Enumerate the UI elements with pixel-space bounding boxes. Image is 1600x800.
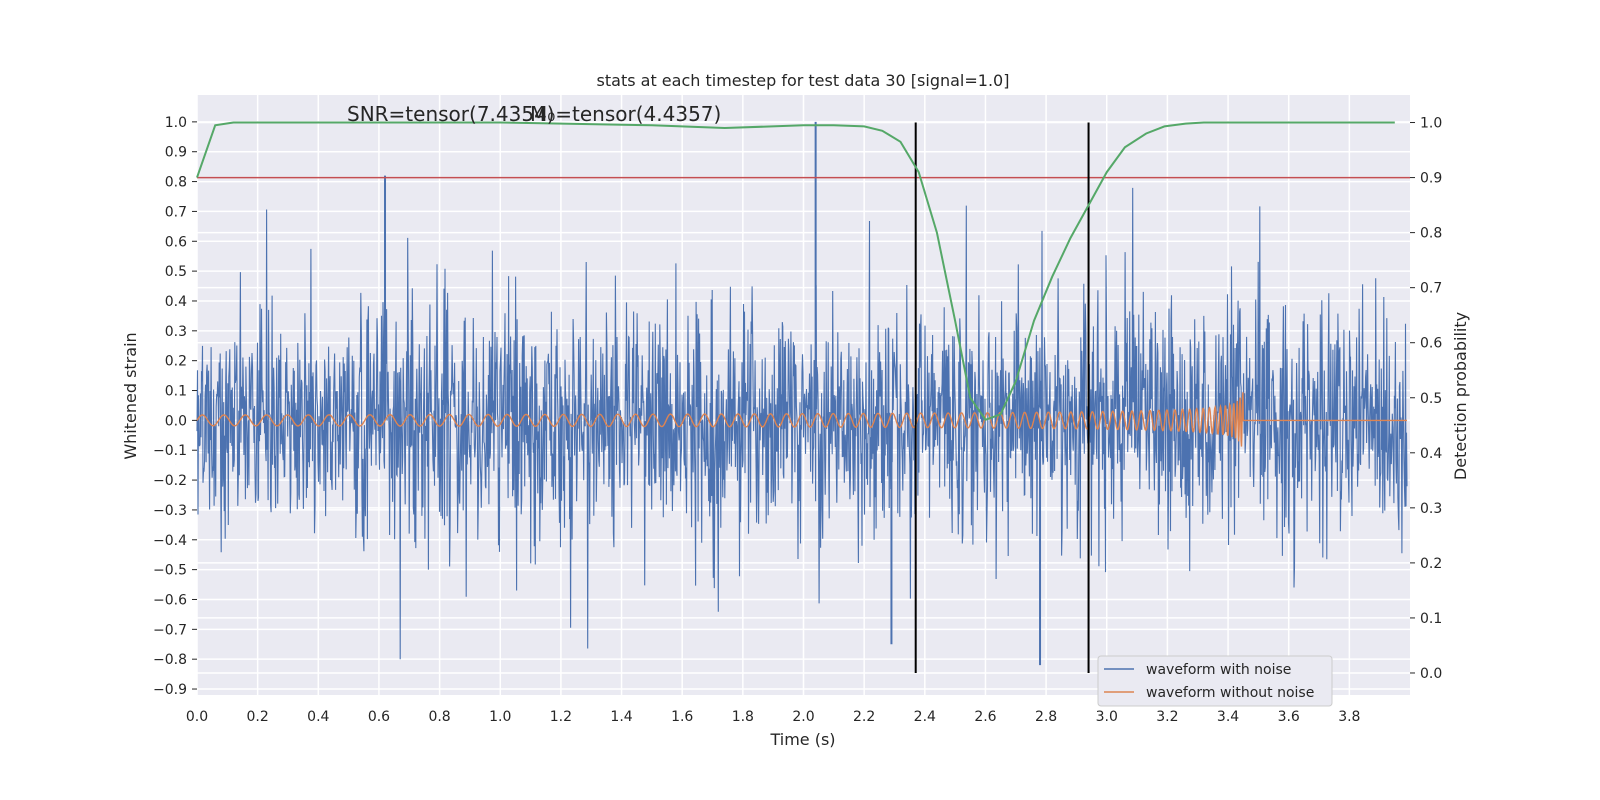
y-tick-label-right: 0.0	[1420, 666, 1442, 682]
y-tick-label-right: 0.1	[1420, 611, 1442, 627]
x-tick-label: 2.0	[792, 709, 814, 725]
x-tick-label: 1.8	[732, 709, 754, 725]
x-axis-label: Time (s)	[769, 730, 835, 749]
legend: waveform with noise waveform without noi…	[1097, 655, 1333, 707]
x-tick-label: 0.2	[247, 709, 269, 725]
m0-annotation: M₀=tensor(4.4357)	[530, 102, 721, 126]
y-tick-label-right: 0.2	[1420, 556, 1442, 572]
x-tick-label: 3.0	[1096, 709, 1118, 725]
legend-label-noisy: waveform with noise	[1146, 662, 1291, 678]
x-tick-label: 2.8	[1035, 709, 1057, 725]
x-tick-label: 3.4	[1217, 709, 1239, 725]
y-tick-label-right: 0.9	[1420, 171, 1442, 187]
y-tick-label-right: 1.0	[1420, 116, 1442, 132]
y-tick-label-left: −0.8	[153, 652, 187, 668]
y-tick-label-left: 0.7	[165, 204, 187, 220]
y-tick-label-left: 0.2	[165, 354, 187, 370]
ticks: 0.0 0.2 0.4 0.6 0.8 1.0 1.2 1.4 1.6 1.8 2.0 2.2 2.4 2…	[153, 115, 1442, 725]
y-tick-label-right: 0.4	[1420, 446, 1442, 462]
y-tick-label-right: 0.8	[1420, 226, 1442, 242]
x-tick-label: 3.2	[1156, 709, 1178, 725]
y-tick-label-left: 0.3	[165, 324, 187, 340]
y-tick-label-right: 0.6	[1420, 336, 1442, 352]
x-tick-label: 2.6	[974, 709, 996, 725]
y-tick-label-left: 0.9	[165, 145, 187, 161]
x-tick-label: 0.4	[307, 709, 329, 725]
x-tick-label: 0.8	[428, 709, 450, 725]
y-axis-label-right: Detection probability	[1451, 312, 1470, 480]
y-tick-label-right: 0.5	[1420, 391, 1442, 407]
series-layer	[196, 121, 1410, 673]
x-tick-label: 3.6	[1278, 709, 1300, 725]
y-tick-label-left: −0.5	[153, 563, 187, 579]
y-tick-label-left: 0.1	[165, 384, 187, 400]
y-tick-label-right: 0.7	[1420, 281, 1442, 297]
y-axis-label-left: Whitened strain	[121, 332, 140, 459]
x-tick-label: 2.2	[853, 709, 875, 725]
series-waveform-without-noise	[196, 392, 1407, 447]
x-tick-label: 1.6	[671, 709, 693, 725]
y-tick-label-left: 0.4	[165, 294, 187, 310]
y-tick-label-left: −0.3	[153, 503, 187, 519]
y-tick-label-right: 0.3	[1420, 501, 1442, 517]
x-tick-label: 1.4	[610, 709, 632, 725]
x-tick-label: 0.6	[368, 709, 390, 725]
y-tick-label-left: −0.4	[153, 533, 187, 549]
x-tick-label: 2.4	[914, 709, 936, 725]
chart-title: stats at each timestep for test data 30 …	[597, 71, 1010, 90]
series-detection-probability	[196, 121, 1395, 422]
legend-box	[1097, 655, 1333, 707]
snr-annotation: SNR=tensor(7.4354)	[347, 102, 555, 126]
y-tick-label-left: 1.0	[165, 115, 187, 131]
x-tick-label: 1.2	[550, 709, 572, 725]
y-tick-label-left: 0.6	[165, 234, 187, 250]
x-tick-label: 0.0	[186, 709, 208, 725]
y-tick-label-left: −0.2	[153, 473, 187, 489]
legend-label-clean: waveform without noise	[1146, 685, 1314, 701]
y-tick-label-left: 0.8	[165, 175, 187, 191]
x-tick-label: 3.8	[1338, 709, 1360, 725]
y-tick-label-left: −0.1	[153, 443, 187, 459]
x-tick-label: 1.0	[489, 709, 511, 725]
y-tick-label-left: −0.9	[153, 682, 187, 698]
y-tick-label-left: −0.6	[153, 592, 187, 608]
y-tick-label-left: 0.0	[165, 413, 187, 429]
y-tick-label-left: 0.5	[165, 264, 187, 280]
y-tick-label-left: −0.7	[153, 622, 187, 638]
